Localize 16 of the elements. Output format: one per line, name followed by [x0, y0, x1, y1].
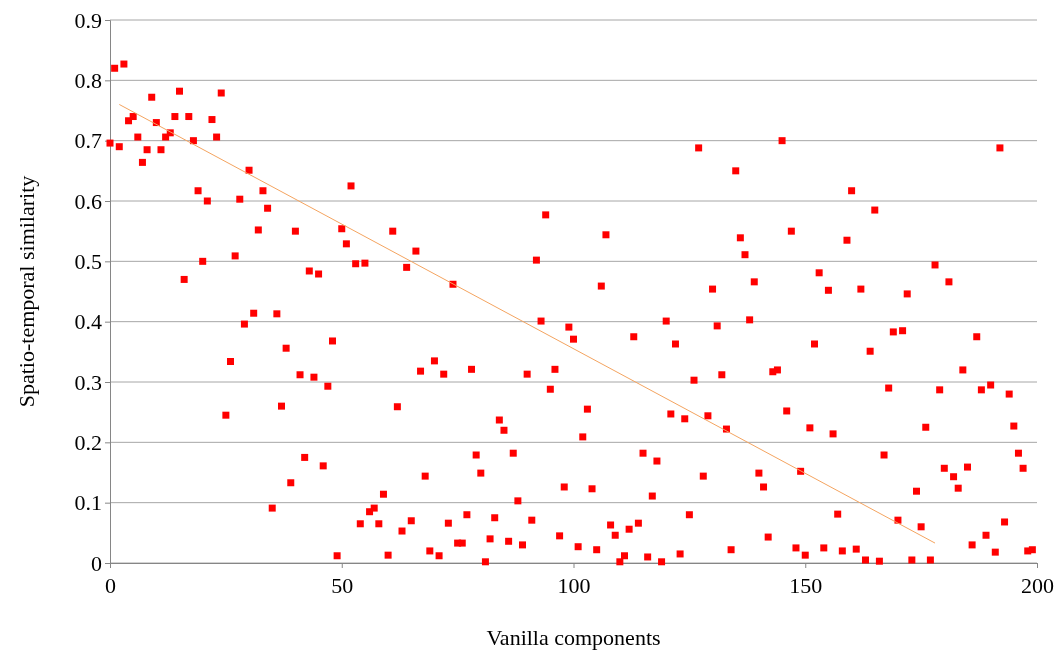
y-tick-label: 0.8 [74, 67, 102, 93]
x-tick-label: 50 [331, 573, 354, 598]
y-tick-label: 0.2 [74, 429, 102, 455]
y-tick-label: 0 [91, 550, 102, 576]
y-tick-label: 0.6 [74, 188, 102, 214]
y-tick-label: 0.1 [74, 490, 102, 516]
x-tick-label: 150 [789, 573, 823, 598]
y-tick-label: 0.5 [74, 248, 102, 274]
y-axis-title: Spatio-temporal similarity [14, 175, 39, 408]
x-tick-label: 100 [557, 573, 591, 598]
y-tick-label: 0.4 [74, 309, 102, 335]
x-axis-title: Vanilla components [486, 625, 661, 650]
x-tick-label: 200 [1021, 573, 1054, 598]
y-tick-label: 0.3 [74, 369, 102, 395]
y-tick-label: 0.7 [74, 128, 102, 154]
y-tick-label: 0.9 [74, 7, 102, 33]
